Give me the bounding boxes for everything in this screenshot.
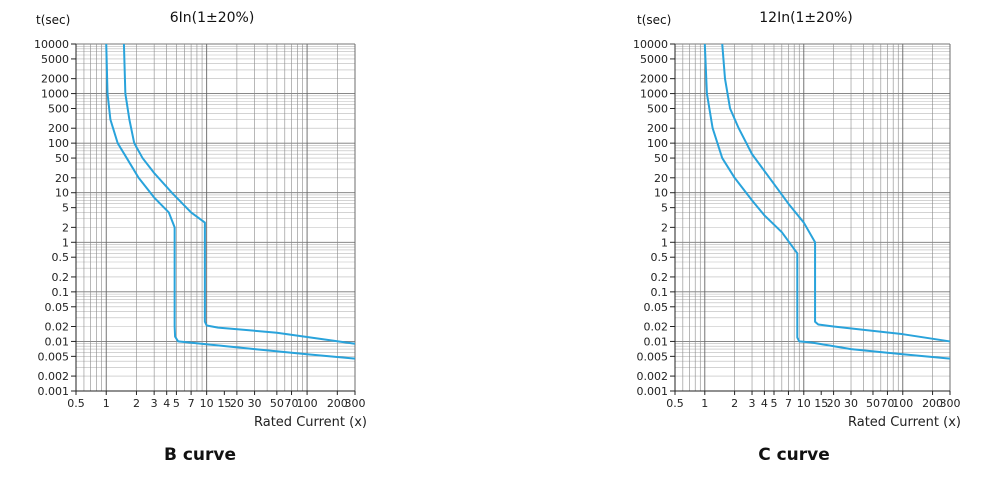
- c-x-tick-label: 5: [770, 397, 777, 410]
- c-y-tick-label: 0.2: [651, 271, 669, 284]
- b-x-tick-label: 200: [327, 397, 348, 410]
- c-curve-chart: 12In(1±20%)t(sec)10000500020001000500200…: [633, 10, 961, 430]
- b-x-tick-label: 100: [297, 397, 318, 410]
- b-x-tick-label: 3: [151, 397, 158, 410]
- c-curve-caption: C curve: [758, 445, 830, 465]
- b-y-tick-label: 0.05: [45, 301, 70, 314]
- b-y-tick-label: 10: [55, 187, 69, 200]
- c-x-tick-label: 7: [785, 397, 792, 410]
- c-x-tick-label: 0.5: [666, 397, 684, 410]
- c-y-tick-label: 0.05: [644, 301, 669, 314]
- c-x-tick-label: 100: [892, 397, 913, 410]
- b-x-tick-label: 10: [200, 397, 214, 410]
- c-y-tick-label: 1: [661, 236, 668, 249]
- b-curve-line-lower: [105, 43, 356, 360]
- b-y-tick-label: 100: [48, 137, 69, 150]
- c-y-tick-label: 0.005: [637, 350, 669, 363]
- c-grid: [674, 43, 951, 392]
- c-y-tick-label: 500: [647, 102, 668, 115]
- c-y-tick-label: 20: [654, 172, 668, 185]
- b-y-tick-label: 2: [62, 221, 69, 234]
- c-x-tick-label: 1: [701, 397, 708, 410]
- b-x-tick-label: 4: [163, 397, 170, 410]
- b-y-tick-label: 10000: [34, 38, 69, 51]
- c-curve-line-lower: [703, 43, 951, 360]
- c-y-tick-label: 0.5: [651, 251, 669, 264]
- b-curve-panel: 6In(1±20%) t(sec) 10000 5000 2000 1000 500 200 1…: [34, 10, 367, 465]
- b-y-tick-label: 0.005: [38, 350, 70, 363]
- b-y-tick-label: 200: [48, 122, 69, 135]
- c-x-tick-label: 30: [844, 397, 858, 410]
- c-curve-panel: 12In(1±20%) t(sec) 10000 5000 2000 1000 500 200…: [500, 0, 1000, 483]
- c-x-tick-label: 200: [922, 397, 943, 410]
- c-x-tick-label: 300: [940, 397, 961, 410]
- c-y-tick-label: 0.02: [644, 321, 669, 334]
- b-x-axis-label: Rated Current (x): [254, 415, 367, 430]
- c-x-tick-label: 20: [827, 397, 841, 410]
- b-chart-title: 6In(1±20%): [170, 10, 255, 26]
- b-y-tick-label: 0.5: [52, 251, 70, 264]
- b-y-tick-label: 0.01: [45, 335, 70, 348]
- c-y-tick-label: 2000: [640, 73, 668, 86]
- c-y-axis-label: t(sec): [637, 13, 671, 27]
- b-y-tick-label: 0.02: [45, 321, 70, 334]
- c-y-tick-label: 5000: [640, 53, 668, 66]
- b-x-tick-label: 1: [103, 397, 110, 410]
- b-y-tick-label: 50: [55, 152, 69, 165]
- b-y-tick-label: 0.002: [38, 370, 70, 383]
- c-curve-line-upper: [721, 43, 951, 343]
- b-x-tick-label: 20: [230, 397, 244, 410]
- b-grid: [75, 43, 356, 392]
- b-y-tick-label: 0.001: [38, 385, 70, 398]
- c-x-tick-label: 10: [797, 397, 811, 410]
- c-y-tick-label: 5: [661, 202, 668, 215]
- c-y-tick-label: 2: [661, 221, 668, 234]
- c-y-tick-label: 1000: [640, 88, 668, 101]
- b-y-tick-label: 5: [62, 202, 69, 215]
- c-x-tick-label: 70: [880, 397, 894, 410]
- c-x-tick-label: 2: [731, 397, 738, 410]
- b-y-tick-label: 5000: [41, 53, 69, 66]
- b-y-tick-label: 0.1: [52, 286, 70, 299]
- b-y-tick-label: 500: [48, 102, 69, 115]
- c-x-tick-label: 3: [749, 397, 756, 410]
- b-x-tick-label: 2: [133, 397, 140, 410]
- b-y-tick-label: 1000: [41, 88, 69, 101]
- b-x-tick-label: 7: [188, 397, 195, 410]
- b-y-axis-label: t(sec): [36, 13, 70, 27]
- c-y-tick-label: 10: [654, 187, 668, 200]
- b-y-tick-label: 2000: [41, 73, 69, 86]
- b-x-tick-label: 30: [248, 397, 262, 410]
- c-y-tick-label: 200: [647, 122, 668, 135]
- b-x-tick-label: 0.5: [67, 397, 85, 410]
- b-curve-caption: B curve: [163, 445, 237, 465]
- c-chart-title: 12In(1±20%): [759, 10, 853, 26]
- b-y-tick-label: 1: [62, 236, 69, 249]
- c-x-tick-label: 50: [866, 397, 880, 410]
- b-x-tick-label: 15: [217, 397, 231, 410]
- c-x-tick-label: 4: [761, 397, 768, 410]
- b-x-tick-label: 5: [173, 397, 180, 410]
- c-y-tick-label: 100: [647, 137, 668, 150]
- c-y-tick-label: 0.002: [637, 370, 669, 383]
- c-x-tick-label: 15: [814, 397, 828, 410]
- c-y-tick-label: 0.1: [651, 286, 669, 299]
- b-x-tick-label: 70: [285, 397, 299, 410]
- c-y-tick-label: 50: [654, 152, 668, 165]
- b-x-tick-label: 300: [345, 397, 366, 410]
- b-y-tick-label: 20: [55, 172, 69, 185]
- c-x-axis-label: Rated Current (x): [848, 415, 961, 430]
- c-y-tick-label: 10000: [633, 38, 668, 51]
- b-curve-line-upper: [122, 43, 356, 345]
- b-x-tick-label: 50: [270, 397, 284, 410]
- c-y-tick-label: 0.01: [644, 335, 669, 348]
- b-y-tick-label: 0.2: [52, 271, 70, 284]
- c-y-tick-label: 0.001: [637, 385, 669, 398]
